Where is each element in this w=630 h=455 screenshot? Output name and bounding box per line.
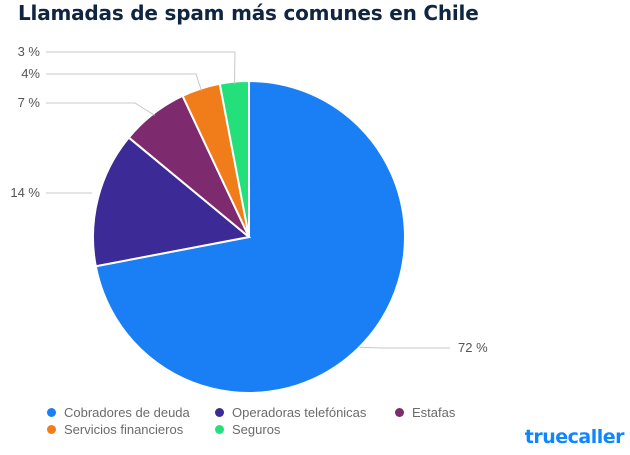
- data-label-cobradores-de-deuda: 72 %: [458, 340, 488, 355]
- data-label-estafas: 7 %: [18, 95, 41, 110]
- legend-swatch: [47, 425, 56, 434]
- legend-label: Seguros: [232, 422, 281, 437]
- legend-label: Servicios financieros: [64, 422, 184, 437]
- data-label-servicios-financieros: 4%: [21, 66, 40, 81]
- legend-swatch: [47, 408, 56, 417]
- data-label-seguros: 3 %: [18, 44, 41, 59]
- leader-line-cobradores-de-deuda: [359, 346, 450, 349]
- legend-swatch: [395, 408, 404, 417]
- leader-line-seguros: [46, 51, 236, 84]
- legend-label: Operadoras telefónicas: [232, 405, 367, 420]
- data-label-operadoras-telefonicas: 14 %: [10, 185, 40, 200]
- chart-title: Llamadas de spam más comunes en Chile: [18, 1, 479, 25]
- legend-item-estafas: Estafas: [395, 405, 455, 420]
- leader-line-servicios-financieros: [46, 73, 202, 91]
- legend-label: Cobradores de deuda: [64, 405, 190, 420]
- legend-swatch: [215, 425, 224, 434]
- leader-line-estafas: [46, 102, 155, 116]
- legend-item-servicios-financieros: Servicios financieros: [47, 422, 183, 437]
- legend-item-cobradores-de-deuda: Cobradores de deuda: [47, 405, 190, 420]
- legend-item-seguros: Seguros: [215, 422, 280, 437]
- legend-swatch: [215, 408, 224, 417]
- legend-item-operadoras-telefonicas: Operadoras telefónicas: [215, 405, 366, 420]
- legend-label: Estafas: [412, 405, 456, 420]
- truecaller-logo: truecaller: [524, 426, 625, 448]
- pie-slice-operadoras-telefonicas: [92, 136, 252, 268]
